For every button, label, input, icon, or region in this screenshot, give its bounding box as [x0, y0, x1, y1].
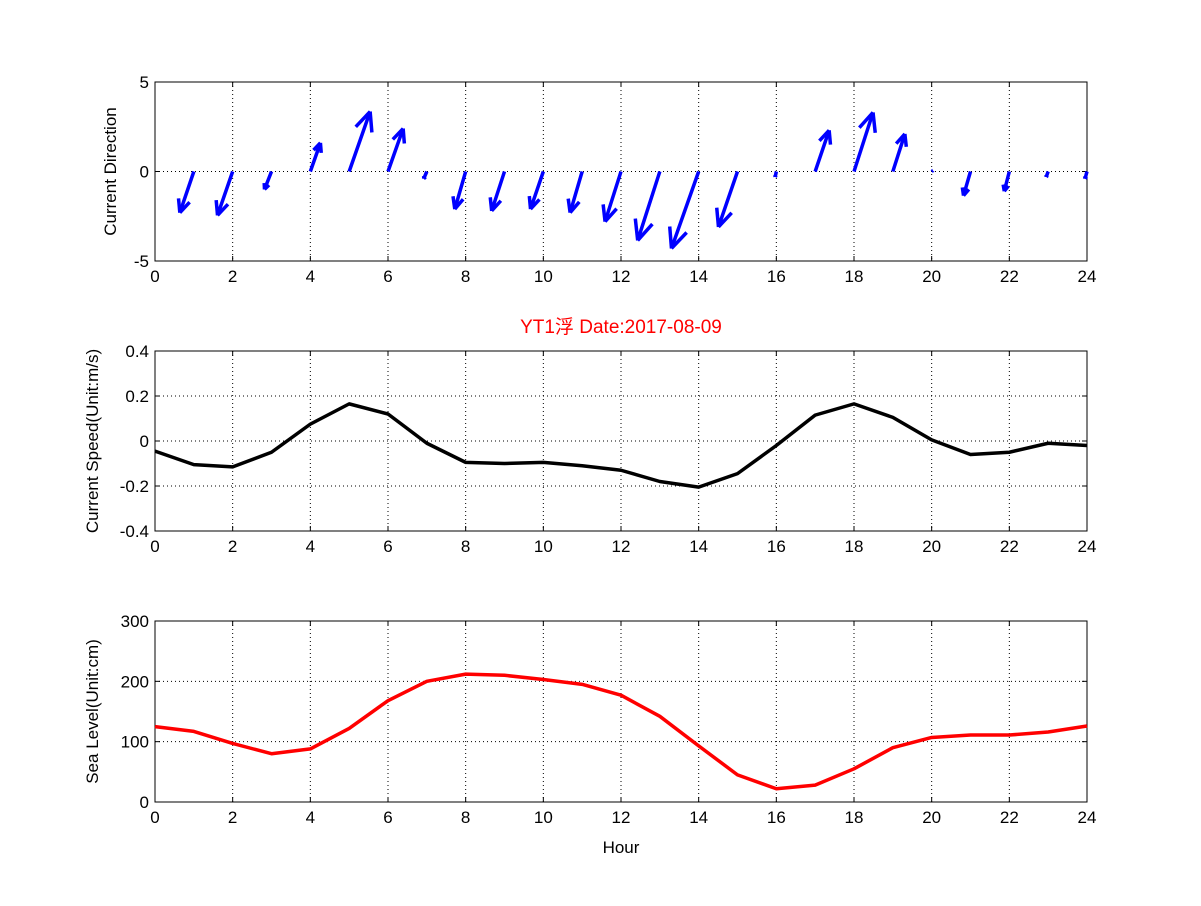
direction-arrow [670, 172, 699, 249]
x-tick-label: 22 [1000, 808, 1019, 827]
y-tick-label: 0.2 [125, 387, 149, 406]
direction-arrow [388, 129, 404, 172]
y-tick-label: 0 [140, 793, 149, 812]
direction-arrow [717, 172, 738, 227]
x-tick-label: 10 [534, 267, 553, 286]
y-tick-label: 200 [121, 672, 149, 691]
x-tick-label: 4 [306, 537, 315, 556]
x-tick-label: 8 [461, 267, 470, 286]
direction-arrow [932, 171, 933, 172]
x-tick-label: 2 [228, 537, 237, 556]
x-tick-label: 16 [767, 537, 786, 556]
direction-arrow [264, 172, 271, 190]
direction-arrow [635, 172, 660, 241]
arrow-head [635, 219, 637, 241]
x-tick-label: 12 [612, 267, 631, 286]
direction-arrow [568, 172, 582, 213]
direction-arrow [529, 172, 543, 210]
x-tick-label: 4 [306, 267, 315, 286]
direction-arrow [424, 172, 427, 179]
arrow-head [873, 112, 875, 132]
arrow-shaft [671, 172, 698, 249]
y-tick-label: 0 [140, 432, 149, 451]
x-tick-label: 16 [767, 808, 786, 827]
direction-arrow [854, 112, 875, 171]
x-tick-label: 6 [383, 267, 392, 286]
series-line [155, 674, 1087, 789]
arrow-head [603, 204, 605, 221]
direction-arrow [453, 172, 466, 210]
direction-arrow [349, 112, 372, 172]
arrow-head [717, 208, 719, 227]
x-tick-label: 20 [922, 537, 941, 556]
series-line [155, 404, 1087, 487]
direction-arrow [179, 172, 194, 213]
direction-arrow [1046, 172, 1048, 177]
direction-arrow [603, 172, 621, 222]
y-tick-label: 0 [140, 163, 149, 182]
y-axis-label: Current Speed(Unit:m/s) [83, 349, 102, 533]
direction-arrow [775, 172, 777, 177]
direction-arrow [962, 172, 970, 196]
x-tick-label: 14 [689, 537, 708, 556]
x-tick-label: 2 [228, 808, 237, 827]
arrow-head [424, 177, 426, 179]
direction-arrow [1085, 172, 1087, 179]
x-tick-label: 8 [461, 537, 470, 556]
arrow-head [1085, 177, 1087, 179]
y-tick-label: 100 [121, 733, 149, 752]
x-tick-label: 20 [922, 808, 941, 827]
y-tick-label: 5 [140, 73, 149, 92]
direction-arrow [815, 130, 830, 171]
y-axis-label: Current Direction [101, 107, 120, 236]
y-tick-label: -0.4 [120, 522, 149, 541]
x-tick-label: 6 [383, 537, 392, 556]
direction-arrow [1003, 172, 1009, 192]
arrow-head [670, 227, 672, 249]
x-tick-label: 18 [845, 267, 864, 286]
x-tick-label: 12 [612, 808, 631, 827]
x-tick-label: 8 [461, 808, 470, 827]
x-tick-label: 16 [767, 267, 786, 286]
chart-title: YT1浮 Date:2017-08-09 [520, 316, 722, 338]
x-tick-label: 14 [689, 808, 708, 827]
x-axis-label: Hour [603, 838, 640, 857]
x-tick-label: 24 [1078, 267, 1097, 286]
x-tick-label: 6 [383, 808, 392, 827]
x-tick-label: 24 [1078, 537, 1097, 556]
x-tick-label: 0 [150, 537, 159, 556]
y-tick-label: 300 [121, 612, 149, 631]
x-tick-label: 0 [150, 267, 159, 286]
direction-arrow [216, 172, 232, 216]
x-tick-label: 18 [845, 808, 864, 827]
x-tick-label: 20 [922, 267, 941, 286]
x-tick-label: 18 [845, 537, 864, 556]
x-tick-label: 10 [534, 537, 553, 556]
axes-box [155, 621, 1087, 802]
x-tick-label: 24 [1078, 808, 1097, 827]
x-tick-label: 2 [228, 267, 237, 286]
arrow-head [370, 112, 372, 133]
direction-arrow [490, 172, 504, 211]
x-tick-label: 14 [689, 267, 708, 286]
arrow-head [1046, 176, 1047, 177]
y-axis-label: Sea Level(Unit:cm) [83, 639, 102, 784]
x-tick-label: 22 [1000, 267, 1019, 286]
y-tick-label: 0.4 [125, 342, 149, 361]
direction-arrow [893, 134, 906, 172]
x-tick-label: 10 [534, 808, 553, 827]
y-tick-label: -5 [134, 252, 149, 271]
arrow-head [775, 175, 776, 176]
direction-arrow [310, 143, 321, 172]
x-tick-label: 4 [306, 808, 315, 827]
x-tick-label: 22 [1000, 537, 1019, 556]
x-tick-label: 12 [612, 537, 631, 556]
x-tick-label: 0 [150, 808, 159, 827]
y-tick-label: -0.2 [120, 477, 149, 496]
